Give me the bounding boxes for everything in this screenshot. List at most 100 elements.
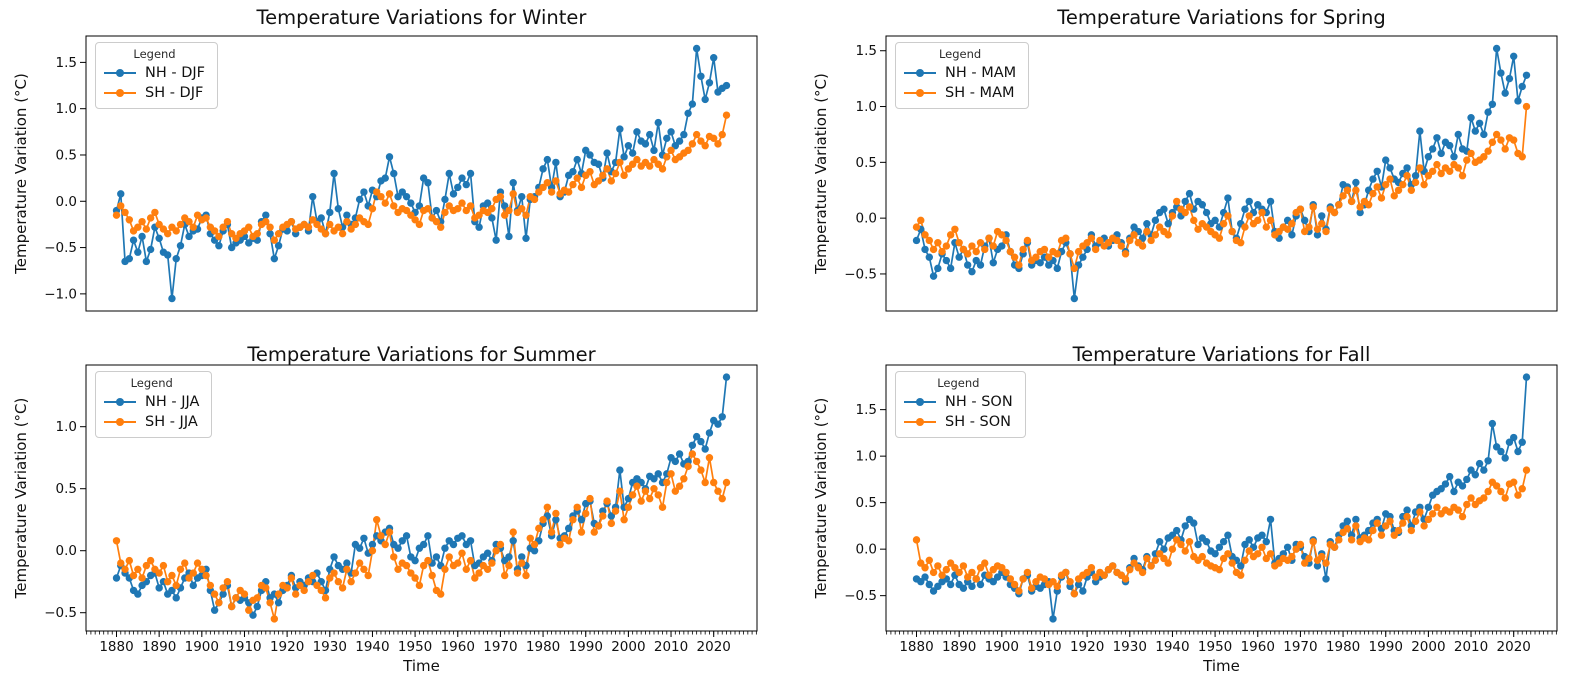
data-point-marker	[1219, 538, 1228, 546]
data-point-marker	[1228, 559, 1236, 567]
data-point-marker	[925, 253, 933, 261]
data-point-marker	[1424, 153, 1433, 161]
data-point-marker	[671, 487, 680, 495]
data-point-marker	[168, 586, 176, 595]
data-point-marker	[1403, 172, 1411, 180]
data-point-marker	[976, 564, 985, 572]
data-point-marker	[1488, 100, 1497, 109]
data-point-marker	[1219, 220, 1228, 228]
legend-entry-label: NH - SON	[945, 394, 1013, 410]
data-point-marker	[1241, 223, 1249, 231]
data-point-marker	[518, 204, 526, 213]
data-point-marker	[168, 571, 176, 580]
x-tick-label: 2000	[611, 639, 645, 655]
data-point-marker	[1015, 261, 1023, 269]
data-point-marker	[1313, 231, 1322, 239]
data-point-marker	[155, 584, 163, 592]
data-point-marker	[981, 245, 989, 254]
data-point-marker	[552, 177, 560, 185]
data-point-marker	[262, 211, 270, 219]
data-point-marker	[1484, 147, 1492, 155]
y-axis-label: Temperature Variation (°C)	[812, 73, 830, 275]
legend-title: Legend	[130, 376, 173, 390]
data-point-marker	[705, 454, 714, 462]
legend-entry-label: NH - MAM	[945, 65, 1017, 81]
data-point-marker	[219, 223, 227, 231]
data-point-marker	[1471, 471, 1480, 479]
data-point-marker	[1185, 538, 1194, 546]
data-point-marker	[1079, 253, 1087, 261]
data-point-marker	[1113, 236, 1121, 245]
data-point-marker	[1015, 587, 1023, 595]
data-point-marker	[1339, 192, 1347, 200]
data-point-marker	[985, 234, 993, 242]
legend-entry-nh: NH - JJA	[104, 393, 199, 411]
x-tick-label: 1950	[398, 639, 432, 655]
data-point-marker	[654, 470, 662, 478]
data-point-marker	[193, 559, 202, 567]
data-point-marker	[334, 578, 343, 586]
data-point-marker	[496, 192, 505, 201]
data-point-marker	[1492, 130, 1501, 139]
data-point-marker	[368, 204, 377, 213]
data-point-marker	[390, 169, 398, 178]
data-point-marker	[951, 564, 959, 572]
data-point-marker	[654, 118, 662, 127]
data-point-marker	[688, 450, 697, 458]
data-point-marker	[1160, 554, 1168, 563]
data-point-marker	[227, 602, 236, 611]
data-point-marker	[1467, 494, 1475, 502]
data-point-marker	[1168, 212, 1177, 220]
data-point-marker	[963, 261, 972, 269]
data-point-marker	[381, 174, 389, 182]
series-line	[915, 105, 1528, 270]
data-point-marker	[1300, 216, 1309, 225]
data-point-marker	[334, 223, 343, 231]
data-point-marker	[1181, 197, 1189, 206]
data-point-marker	[185, 574, 193, 582]
data-point-marker	[245, 223, 253, 231]
data-point-marker	[112, 211, 121, 219]
data-point-marker	[181, 559, 189, 567]
data-point-marker	[616, 125, 624, 133]
data-point-marker	[1215, 234, 1224, 242]
data-point-marker	[394, 544, 402, 552]
data-point-marker	[121, 565, 129, 574]
axes-frame	[85, 35, 758, 312]
data-point-marker	[1492, 443, 1501, 451]
sh-line-marker-sample	[104, 418, 136, 427]
data-point-marker	[283, 584, 291, 592]
data-point-marker	[921, 231, 929, 239]
data-point-marker	[390, 202, 398, 210]
y-tick-label: 0.5	[856, 495, 877, 511]
data-point-marker	[599, 512, 607, 520]
data-point-marker	[1160, 205, 1168, 213]
data-point-marker	[1198, 201, 1206, 209]
data-point-marker	[714, 420, 722, 428]
data-point-marker	[351, 569, 360, 577]
data-point-marker	[1151, 216, 1160, 225]
data-point-marker	[189, 223, 197, 231]
data-point-marker	[189, 581, 197, 590]
chart-spring: −0.5 0.0 0.5 1.0 1.5 Temperature Variation (°…	[790, 0, 1581, 342]
data-point-marker	[968, 268, 976, 276]
data-point-marker	[390, 553, 398, 561]
data-point-marker	[1262, 538, 1270, 546]
data-point-marker	[1403, 506, 1411, 514]
data-point-marker	[697, 437, 705, 446]
data-point-marker	[564, 537, 573, 545]
data-point-marker	[1373, 519, 1381, 527]
data-point-marker	[1382, 522, 1390, 530]
data-point-marker	[483, 549, 492, 557]
data-point-marker	[313, 581, 321, 590]
data-point-marker	[176, 220, 185, 229]
data-point-marker	[620, 153, 628, 161]
data-point-marker	[488, 214, 496, 222]
data-point-marker	[1463, 156, 1471, 164]
data-point-marker	[963, 250, 972, 258]
data-point-marker	[509, 179, 517, 187]
data-point-marker	[1373, 183, 1381, 191]
data-point-marker	[373, 516, 381, 524]
legend-entry-nh: NH - DJF	[104, 64, 205, 82]
data-point-marker	[1130, 559, 1138, 567]
